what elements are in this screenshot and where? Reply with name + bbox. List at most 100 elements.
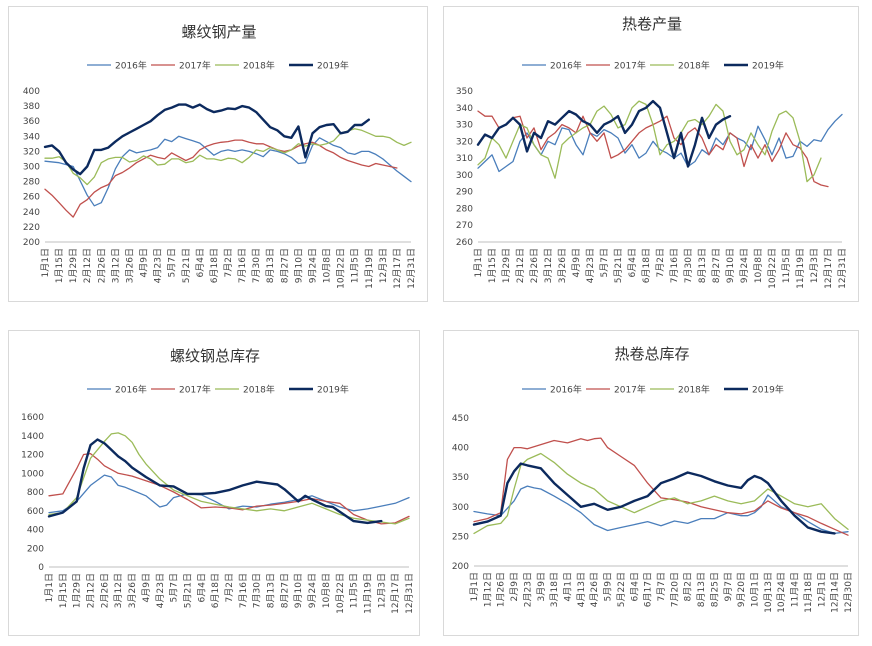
- x-tick-label: 7月7日: [656, 572, 667, 601]
- y-tick-label: 450: [452, 414, 469, 424]
- legend-label: 2016年: [115, 384, 147, 396]
- y-tick-label: 290: [456, 188, 473, 198]
- x-tick-label: 12月30日: [843, 572, 854, 613]
- x-tick-label: 5月7日: [167, 248, 178, 277]
- chart-hrc-output: 热卷产量 2016年 2017年 2018年 2019年 260 270 280 290 300 3…: [456, 15, 848, 289]
- x-tick-label: 10月1日: [750, 572, 761, 607]
- x-tick-label: 2月9日: [509, 572, 520, 601]
- x-tick-label: 3月9日: [536, 572, 547, 601]
- x-tick-label: 12月3日: [376, 573, 387, 608]
- x-tick-label: 11月19日: [364, 248, 375, 289]
- x-tick-label: 1月15日: [54, 248, 65, 283]
- x-tick-label: 4月9日: [139, 248, 150, 277]
- x-tick-label: 6月4日: [627, 248, 638, 277]
- y-tick-label: 300: [456, 171, 473, 181]
- legend-label: 2017年: [179, 384, 211, 396]
- chart-rebar-inventory: 螺纹钢总库存 2016年 2017年 2018年 2019年 0 200 400 600 800 1…: [21, 347, 415, 614]
- series-line-2018年: [48, 432, 410, 525]
- x-tick-label: 6月4日: [196, 573, 207, 602]
- y-tick-label: 280: [23, 178, 40, 188]
- x-tick-label: 4月26日: [589, 572, 600, 607]
- chart-panel-rebar-inventory: 螺纹钢总库存 2016年 2017年 2018年 2019年 0 200 400 600 800 1…: [8, 330, 420, 636]
- x-tick-label: 8月25日: [709, 572, 720, 607]
- series-line-2016年: [44, 135, 412, 207]
- x-tick-label: 12月3日: [809, 248, 820, 283]
- y-tick-label: 350: [456, 87, 473, 97]
- x-tick-label: 9月24日: [307, 248, 318, 283]
- x-tick-label: 8月27日: [711, 248, 722, 283]
- x-tick-label: 5月21日: [613, 248, 624, 283]
- legend-label: 2017年: [614, 384, 646, 396]
- chart-panel-hrc-output: 热卷产量 2016年 2017年 2018年 2019年 260 270 280 290 300 3…: [443, 6, 859, 302]
- x-tick-label: 10月22日: [336, 248, 347, 289]
- y-tick-label: 360: [23, 117, 40, 127]
- x-tick-label: 7月30日: [683, 248, 694, 283]
- x-tick-label: 12月17日: [823, 248, 834, 289]
- x-tick-label: 12月1日: [816, 572, 827, 607]
- x-tick-label: 9月24日: [307, 573, 318, 608]
- x-tick-label: 2月12日: [86, 573, 97, 608]
- y-tick-label: 200: [23, 238, 40, 248]
- x-tick-label: 7月2日: [224, 573, 235, 602]
- y-tick-label: 800: [27, 488, 44, 498]
- y-tick-label: 200: [452, 562, 469, 572]
- x-tick-label: 8月27日: [279, 573, 290, 608]
- x-tick-label: 3月12日: [113, 573, 124, 608]
- x-tick-label: 11月4日: [790, 572, 801, 607]
- y-tick-label: 380: [23, 102, 40, 112]
- y-tick-label: 0: [38, 563, 44, 573]
- series-line-2017年: [44, 139, 398, 218]
- x-tick-label: 9月10日: [725, 248, 736, 283]
- x-tick-label: 12月31日: [404, 573, 415, 614]
- x-tick-label: 2月26日: [99, 573, 110, 608]
- legend-label: 2019年: [752, 384, 784, 396]
- legend-label: 2018年: [678, 60, 710, 72]
- chart-title: 螺纹钢总库存: [170, 347, 260, 365]
- x-tick-label: 8月2日: [683, 572, 694, 601]
- y-tick-label: 1200: [21, 451, 44, 461]
- x-tick-label: 12月31日: [837, 248, 848, 289]
- y-tick-label: 310: [456, 154, 473, 164]
- series-line-2016年: [48, 474, 410, 514]
- series-line-2019年: [472, 462, 836, 535]
- y-tick-label: 1000: [21, 469, 44, 479]
- x-tick-label: 6月18日: [210, 573, 221, 608]
- x-tick-label: 5月22日: [616, 572, 627, 607]
- y-tick-label: 320: [23, 147, 40, 157]
- x-tick-label: 7月2日: [655, 248, 666, 277]
- y-tick-label: 260: [456, 238, 473, 248]
- x-tick-label: 1月26日: [496, 572, 507, 607]
- series-line-2017年: [48, 452, 410, 525]
- chart-title: 热卷总库存: [614, 345, 689, 363]
- x-tick-label: 3月26日: [124, 248, 135, 283]
- x-tick-label: 4月1日: [563, 572, 574, 601]
- legend-label: 2017年: [614, 60, 646, 72]
- x-tick-label: 4月23日: [153, 248, 164, 283]
- series-line-2017年: [473, 437, 849, 536]
- x-tick-label: 1月29日: [501, 248, 512, 283]
- x-tick-label: 8月13日: [696, 572, 707, 607]
- series-line-2018年: [44, 128, 412, 186]
- x-tick-label: 9月24日: [739, 248, 750, 283]
- x-tick-label: 10月24日: [776, 572, 787, 613]
- series-line-2018年: [477, 100, 822, 183]
- legend-label: 2016年: [550, 384, 582, 396]
- y-tick-label: 200: [27, 544, 44, 554]
- x-tick-label: 6月17日: [643, 572, 654, 607]
- x-tick-label: 1月1日: [40, 248, 51, 277]
- x-tick-label: 8月13日: [265, 248, 276, 283]
- x-tick-label: 10月8日: [753, 248, 764, 283]
- legend-label: 2019年: [317, 60, 349, 72]
- y-tick-label: 220: [23, 223, 40, 233]
- y-tick-label: 340: [23, 132, 40, 142]
- x-tick-label: 11月5日: [349, 573, 360, 608]
- chart-title: 螺纹钢产量: [181, 23, 256, 41]
- x-tick-label: 8月13日: [697, 248, 708, 283]
- legend-label: 2017年: [179, 60, 211, 72]
- x-tick-label: 11月18日: [803, 572, 814, 613]
- x-tick-label: 9月20日: [736, 572, 747, 607]
- legend-label: 2016年: [550, 60, 582, 72]
- y-tick-label: 600: [27, 507, 44, 517]
- x-tick-label: 4月23日: [585, 248, 596, 283]
- x-tick-label: 5月9日: [603, 572, 614, 601]
